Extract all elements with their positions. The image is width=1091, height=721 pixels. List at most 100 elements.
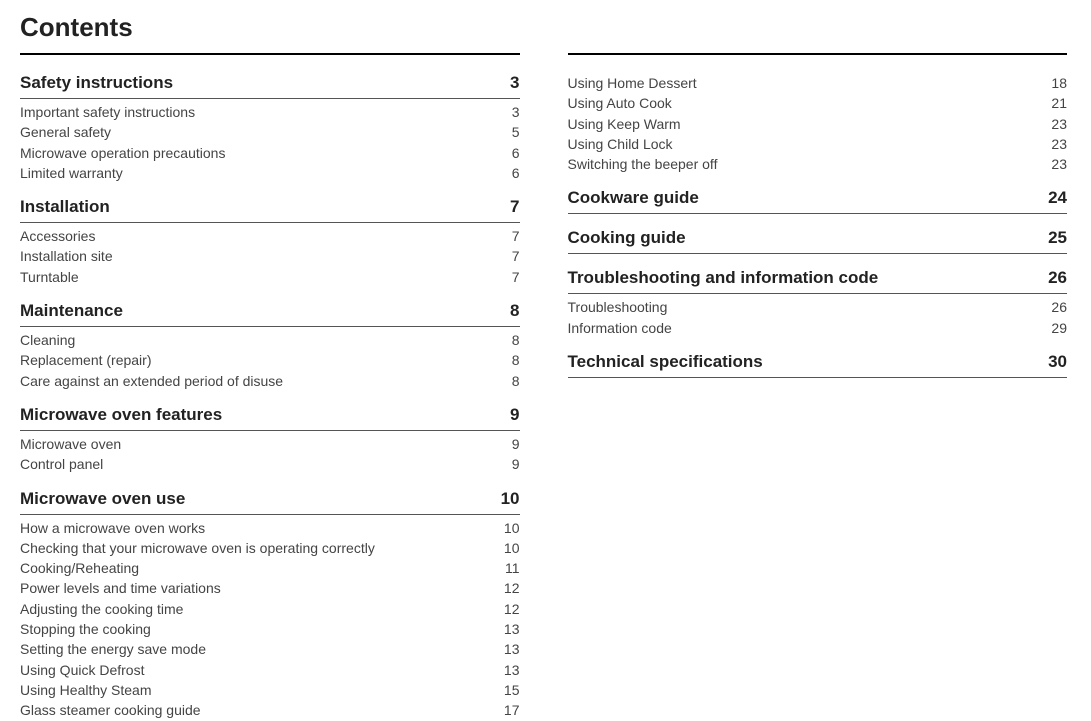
toc-item-label: Limited warranty [20, 163, 123, 183]
toc-item-label: Microwave oven [20, 434, 121, 454]
toc-section-title: Microwave oven features [20, 405, 222, 425]
toc-section-page: 10 [501, 489, 520, 509]
toc-section-head: Safety instructions 3 [20, 73, 520, 99]
toc-item-label: Troubleshooting [568, 297, 668, 317]
toc-item-label: Using Healthy Steam [20, 680, 152, 700]
toc-item: Installation site 7 [20, 246, 520, 266]
toc-item: Stopping the cooking 13 [20, 619, 520, 639]
toc-item-label: Using Keep Warm [568, 114, 681, 134]
toc-section-title: Safety instructions [20, 73, 173, 93]
toc-item-page: 12 [496, 578, 520, 598]
page-title: Contents [20, 12, 1067, 43]
toc-section-head: Cookware guide24 [568, 188, 1068, 214]
toc-item-label: Replacement (repair) [20, 350, 152, 370]
toc-item-list: Important safety instructions3General sa… [20, 102, 520, 183]
toc-item-page: 15 [496, 680, 520, 700]
toc-section: Cookware guide24 [568, 188, 1068, 214]
toc-section-title: Maintenance [20, 301, 123, 321]
toc-item-label: Power levels and time variations [20, 578, 221, 598]
toc-item-list: Accessories7Installation site7Turntable7 [20, 226, 520, 287]
toc-item-label: Information code [568, 318, 672, 338]
toc-item-label: Turntable [20, 267, 79, 287]
toc-section: Troubleshooting and information code26Tr… [568, 268, 1068, 338]
toc-item: Turntable7 [20, 267, 520, 287]
toc-item-page: 7 [504, 226, 520, 246]
toc-item: Control panel9 [20, 454, 520, 474]
left-column: Safety instructions3Important safety ins… [20, 53, 520, 721]
toc-item: Using Healthy Steam 15 [20, 680, 520, 700]
toc-item: Using Auto Cook 21 [568, 93, 1068, 113]
toc-section: Maintenance8Cleaning8Replacement (repair… [20, 301, 520, 391]
toc-item: Important safety instructions3 [20, 102, 520, 122]
toc-item-label: How a microwave oven works [20, 518, 205, 538]
toc-item-page: 8 [504, 371, 520, 391]
toc-item: General safety5 [20, 122, 520, 142]
toc-section-page: 7 [510, 197, 519, 217]
toc-item-label: Installation site [20, 246, 113, 266]
toc-item-page: 8 [504, 350, 520, 370]
toc-item-label: Cleaning [20, 330, 75, 350]
toc-item-label: Cooking/Reheating [20, 558, 139, 578]
toc-item-page: 11 [497, 558, 520, 578]
toc-item-page: 3 [504, 102, 520, 122]
toc-item-page: 12 [496, 599, 520, 619]
toc-item-label: Glass steamer cooking guide [20, 700, 201, 720]
toc-item-list: Microwave oven 9Control panel9 [20, 434, 520, 475]
toc-section-head: Installation 7 [20, 197, 520, 223]
toc-item-label: Switching the beeper off [568, 154, 718, 174]
toc-item-list: Troubleshooting26Information code29 [568, 297, 1068, 338]
toc-section-title: Technical specifications [568, 352, 763, 372]
left-top-rule [20, 53, 520, 55]
toc-section-page: 8 [510, 301, 519, 321]
toc-section-head: Cooking guide 25 [568, 228, 1068, 254]
toc-section-page: 3 [510, 73, 519, 93]
toc-item-label: Care against an extended period of disus… [20, 371, 283, 391]
toc-item: Checking that your microwave oven is ope… [20, 538, 520, 558]
toc-item: Replacement (repair) 8 [20, 350, 520, 370]
toc-item-page: 7 [504, 246, 520, 266]
toc-item-list: How a microwave oven works 10Checking tha… [20, 518, 520, 721]
toc-item-page: 8 [504, 330, 520, 350]
toc-section-title: Cookware guide [568, 188, 699, 208]
toc-section-page: 30 [1048, 352, 1067, 372]
toc-item: Cleaning 8 [20, 330, 520, 350]
toc-item-page: 9 [504, 454, 520, 474]
toc-item-page: 21 [1043, 93, 1067, 113]
toc-item: Switching the beeper off23 [568, 154, 1068, 174]
toc-item: How a microwave oven works 10 [20, 518, 520, 538]
toc-item-label: Setting the energy save mode [20, 639, 206, 659]
toc-columns: Safety instructions3Important safety ins… [20, 53, 1067, 721]
toc-item-page: 26 [1043, 297, 1067, 317]
toc-item-page: 9 [504, 434, 520, 454]
toc-item: Adjusting the cooking time 12 [20, 599, 520, 619]
right-column: Using Home Dessert18Using Auto Cook21Usi… [568, 53, 1068, 721]
toc-item-page: 5 [504, 122, 520, 142]
toc-item: Troubleshooting 26 [568, 297, 1068, 317]
toc-section: Microwave oven features 9 Microwave oven 9C… [20, 405, 520, 475]
right-top-rule [568, 53, 1068, 55]
toc-item-label: Stopping the cooking [20, 619, 151, 639]
toc-item: Using Child Lock23 [568, 134, 1068, 154]
toc-item-page: 17 [496, 700, 520, 720]
toc-section-title: Installation [20, 197, 110, 217]
toc-section: Safety instructions3Important safety ins… [20, 73, 520, 183]
toc-item-page: 6 [504, 163, 520, 183]
toc-section-page: 25 [1048, 228, 1067, 248]
toc-item: Accessories 7 [20, 226, 520, 246]
toc-item: Glass steamer cooking guide 17 [20, 700, 520, 720]
toc-item-label: Adjusting the cooking time [20, 599, 183, 619]
toc-item-page: 13 [496, 660, 520, 680]
toc-item: Microwave operation precautions6 [20, 143, 520, 163]
toc-item-label: Accessories [20, 226, 95, 246]
toc-item-page: 23 [1043, 114, 1067, 134]
toc-item-label: Using Auto Cook [568, 93, 672, 113]
toc-section-title: Cooking guide [568, 228, 686, 248]
toc-item-label: Using Home Dessert [568, 73, 697, 93]
toc-item: Power levels and time variations 12 [20, 578, 520, 598]
toc-item-page: 10 [496, 518, 520, 538]
toc-section-head: Microwave oven use10 [20, 489, 520, 515]
toc-item-page: 13 [496, 619, 520, 639]
toc-section: Technical specifications 30 [568, 352, 1068, 378]
toc-item-label: Using Quick Defrost [20, 660, 144, 680]
toc-item: Care against an extended period of disus… [20, 371, 520, 391]
